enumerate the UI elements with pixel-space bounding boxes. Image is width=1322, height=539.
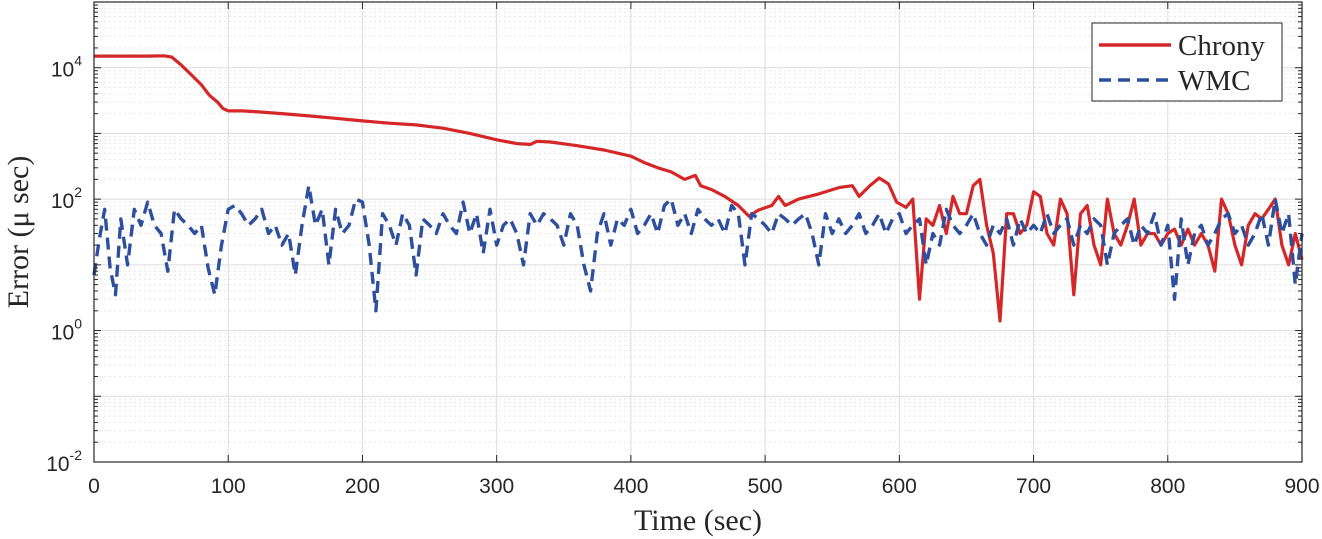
legend-label-chrony: Chrony xyxy=(1178,30,1266,62)
plot-frame xyxy=(93,1,1303,463)
x-axis-ticks: 0 100 200 300 400 500 600 700 800 900 xyxy=(88,2,1320,498)
y-tick-base: 10 xyxy=(46,453,69,476)
y-tick-exponent: 0 xyxy=(74,316,82,332)
grid-lines xyxy=(93,2,1303,463)
legend-box xyxy=(1091,22,1283,102)
y-tick-label: 104 xyxy=(51,53,82,82)
x-tick-label: 0 xyxy=(88,475,100,498)
y-tick-label: 102 xyxy=(51,184,82,213)
series-line-wmc xyxy=(92,184,1304,313)
y-axis-title: Error (μ sec) xyxy=(2,156,35,309)
y-tick-label: 10-2 xyxy=(46,447,82,476)
y-tick-base: 10 xyxy=(51,190,74,213)
x-tick-label: 100 xyxy=(211,475,246,498)
x-tick-label: 400 xyxy=(613,475,648,498)
x-tick-label: 900 xyxy=(1284,475,1319,498)
y-tick-exponent: -2 xyxy=(70,447,83,463)
y-tick-base: 10 xyxy=(51,59,74,82)
x-tick-label: 200 xyxy=(345,475,380,498)
legend: Chrony WMC xyxy=(1091,22,1283,102)
series-layer xyxy=(92,54,1304,323)
x-axis-title: Time (sec) xyxy=(634,504,762,537)
x-tick-label: 800 xyxy=(1150,475,1185,498)
x-tick-label: 600 xyxy=(882,475,917,498)
legend-label-wmc: WMC xyxy=(1178,65,1251,97)
y-tick-exponent: 4 xyxy=(74,53,82,69)
x-tick-label: 700 xyxy=(1016,475,1051,498)
x-tick-label: 300 xyxy=(479,475,514,498)
y-tick-base: 10 xyxy=(51,322,74,345)
x-tick-label: 500 xyxy=(748,475,783,498)
series-line-chrony xyxy=(94,54,1304,323)
y-tick-exponent: 2 xyxy=(74,184,82,200)
y-tick-label: 100 xyxy=(51,316,82,345)
